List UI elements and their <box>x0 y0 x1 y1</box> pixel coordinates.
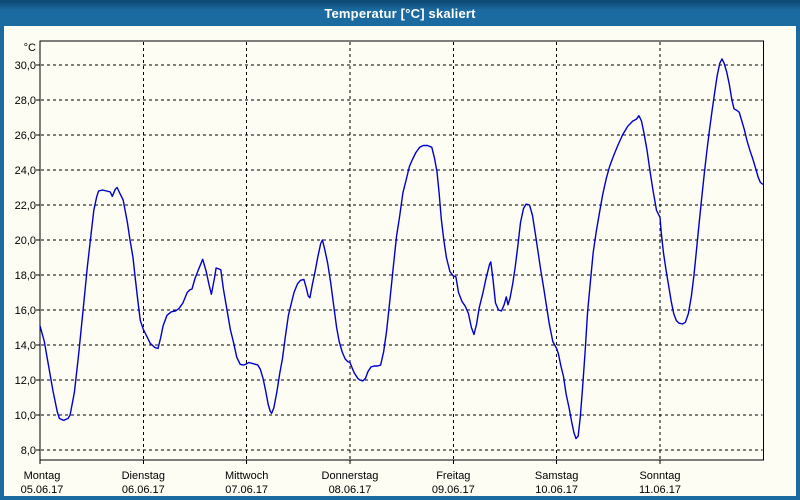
x-axis-date-label: 09.06.17 <box>432 484 475 496</box>
x-axis-day-label: Freitag <box>436 470 470 482</box>
title-bar[interactable]: Temperatur [°C] skaliert <box>0 0 800 26</box>
window-border-left <box>0 26 4 500</box>
y-axis-tick-label: 22,0 <box>15 200 36 212</box>
temperature-line <box>39 58 764 440</box>
y-axis-tick-label: 30,0 <box>15 60 36 72</box>
y-axis-tick-label: 26,0 <box>15 130 36 142</box>
x-axis-date-label: 06.06.17 <box>122 484 165 496</box>
y-axis-unit-label: °C <box>24 42 36 54</box>
chart-host: 30,0 28,0 26,0 24,0 22,0 20,0 18,0 16,0 14,0 12,0… <box>4 26 796 496</box>
x-axis-date-label: 11.06.17 <box>639 484 681 496</box>
y-axis-tick-label: 12,0 <box>15 375 36 387</box>
plot-border <box>39 40 764 461</box>
y-axis-tick-label: 24,0 <box>15 165 36 177</box>
y-axis-tick-label: 14,0 <box>15 340 36 352</box>
y-axis-tick-label: 28,0 <box>15 95 36 107</box>
y-axis-tick-label: 8,0 <box>21 445 36 457</box>
x-axis-date-label: 10.06.17 <box>535 484 578 496</box>
window-border-right <box>796 26 800 500</box>
y-axis-tick-label: 20,0 <box>15 235 36 247</box>
x-axis-day-label: Donnerstag <box>322 470 379 482</box>
x-axis-date-label: 07.06.17 <box>225 484 268 496</box>
x-axis-day-label: Samstag <box>535 470 578 482</box>
x-axis-date-label: 05.06.17 <box>21 484 64 496</box>
x-axis-day-label: Montag <box>24 470 61 482</box>
window-border-bottom <box>0 496 800 500</box>
x-axis-date-label: 08.06.17 <box>329 484 372 496</box>
window-title: Temperatur [°C] skaliert <box>324 5 476 21</box>
y-axis-tick-label: 16,0 <box>15 305 36 317</box>
x-axis-day-label: Sonntag <box>639 470 680 482</box>
x-axis-day-label: Mittwoch <box>225 470 268 482</box>
y-axis-tick-label: 18,0 <box>15 270 36 282</box>
y-axis-tick-label: 10,0 <box>15 410 36 422</box>
x-axis-day-label: Dienstag <box>122 470 165 482</box>
temperature-chart: 30,0 28,0 26,0 24,0 22,0 20,0 18,0 16,0 14,0 12,0… <box>15 40 764 496</box>
